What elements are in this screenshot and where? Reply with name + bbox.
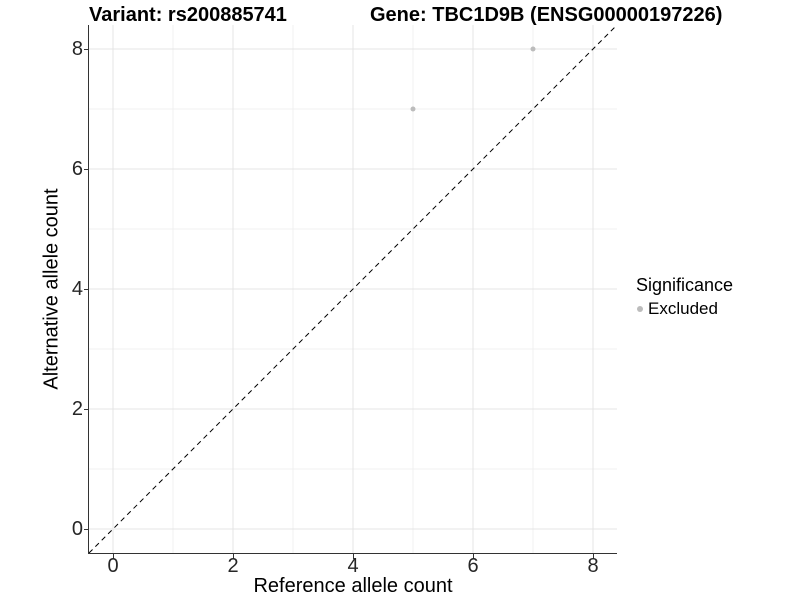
y-tick-mark xyxy=(84,288,89,290)
legend-item-label: Excluded xyxy=(648,299,718,318)
y-tick-label: 6 xyxy=(71,158,83,180)
y-tick-mark xyxy=(84,168,89,170)
plot-title-variant: Variant: rs200885741 xyxy=(89,4,287,26)
x-tick-mark xyxy=(112,554,114,559)
data-point xyxy=(410,106,416,112)
x-tick-label: 6 xyxy=(467,555,479,577)
y-axis-title: Alternative allele count xyxy=(40,188,63,390)
plot-title-gene: Gene: TBC1D9B (ENSG00000197226) xyxy=(370,4,723,26)
plot-area xyxy=(89,25,617,553)
legend-item-excluded: Excluded xyxy=(637,299,733,319)
y-tick-label: 8 xyxy=(71,38,83,60)
plot-panel xyxy=(88,25,617,554)
x-tick-mark xyxy=(232,554,234,559)
y-tick-label: 4 xyxy=(71,278,83,300)
x-tick-label: 8 xyxy=(587,555,599,577)
legend: Significance Excluded xyxy=(636,275,733,319)
data-point xyxy=(530,46,536,52)
x-tick-mark xyxy=(472,554,474,559)
y-tick-mark xyxy=(84,48,89,50)
x-tick-label: 2 xyxy=(227,555,239,577)
x-tick-mark xyxy=(592,554,594,559)
y-tick-mark xyxy=(84,528,89,530)
excluded-point-icon xyxy=(637,306,643,312)
y-tick-mark xyxy=(84,408,89,410)
legend-title: Significance xyxy=(636,275,734,295)
y-tick-label: 0 xyxy=(71,518,83,540)
x-tick-mark xyxy=(352,554,354,559)
y-tick-label: 2 xyxy=(71,398,83,420)
identity-line xyxy=(89,25,617,553)
x-tick-label: 0 xyxy=(107,555,119,577)
x-axis-title: Reference allele count xyxy=(253,575,453,597)
x-tick-label: 4 xyxy=(347,555,359,577)
